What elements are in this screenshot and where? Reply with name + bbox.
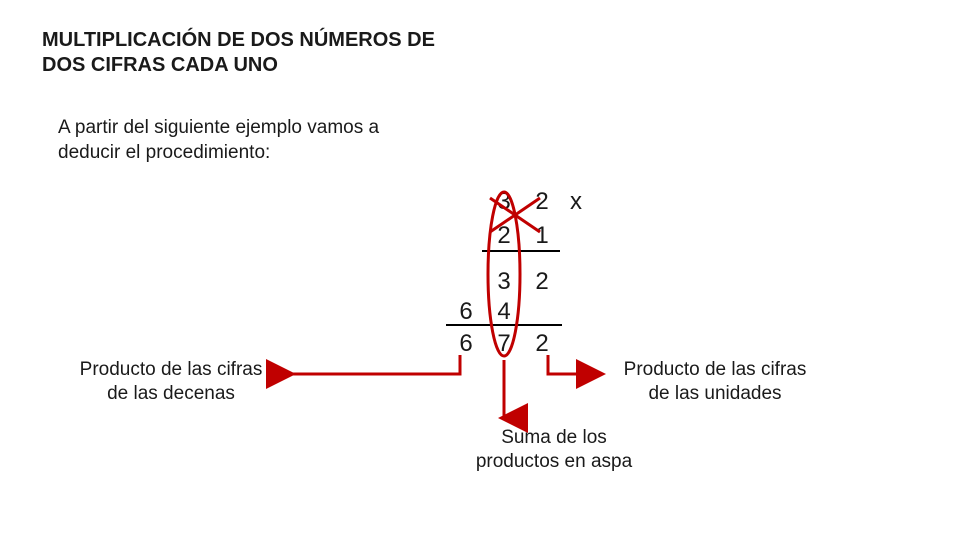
arrow-to-tens-label xyxy=(290,355,460,374)
diagram-overlay xyxy=(0,0,960,540)
arrow-to-units-label xyxy=(548,355,600,374)
